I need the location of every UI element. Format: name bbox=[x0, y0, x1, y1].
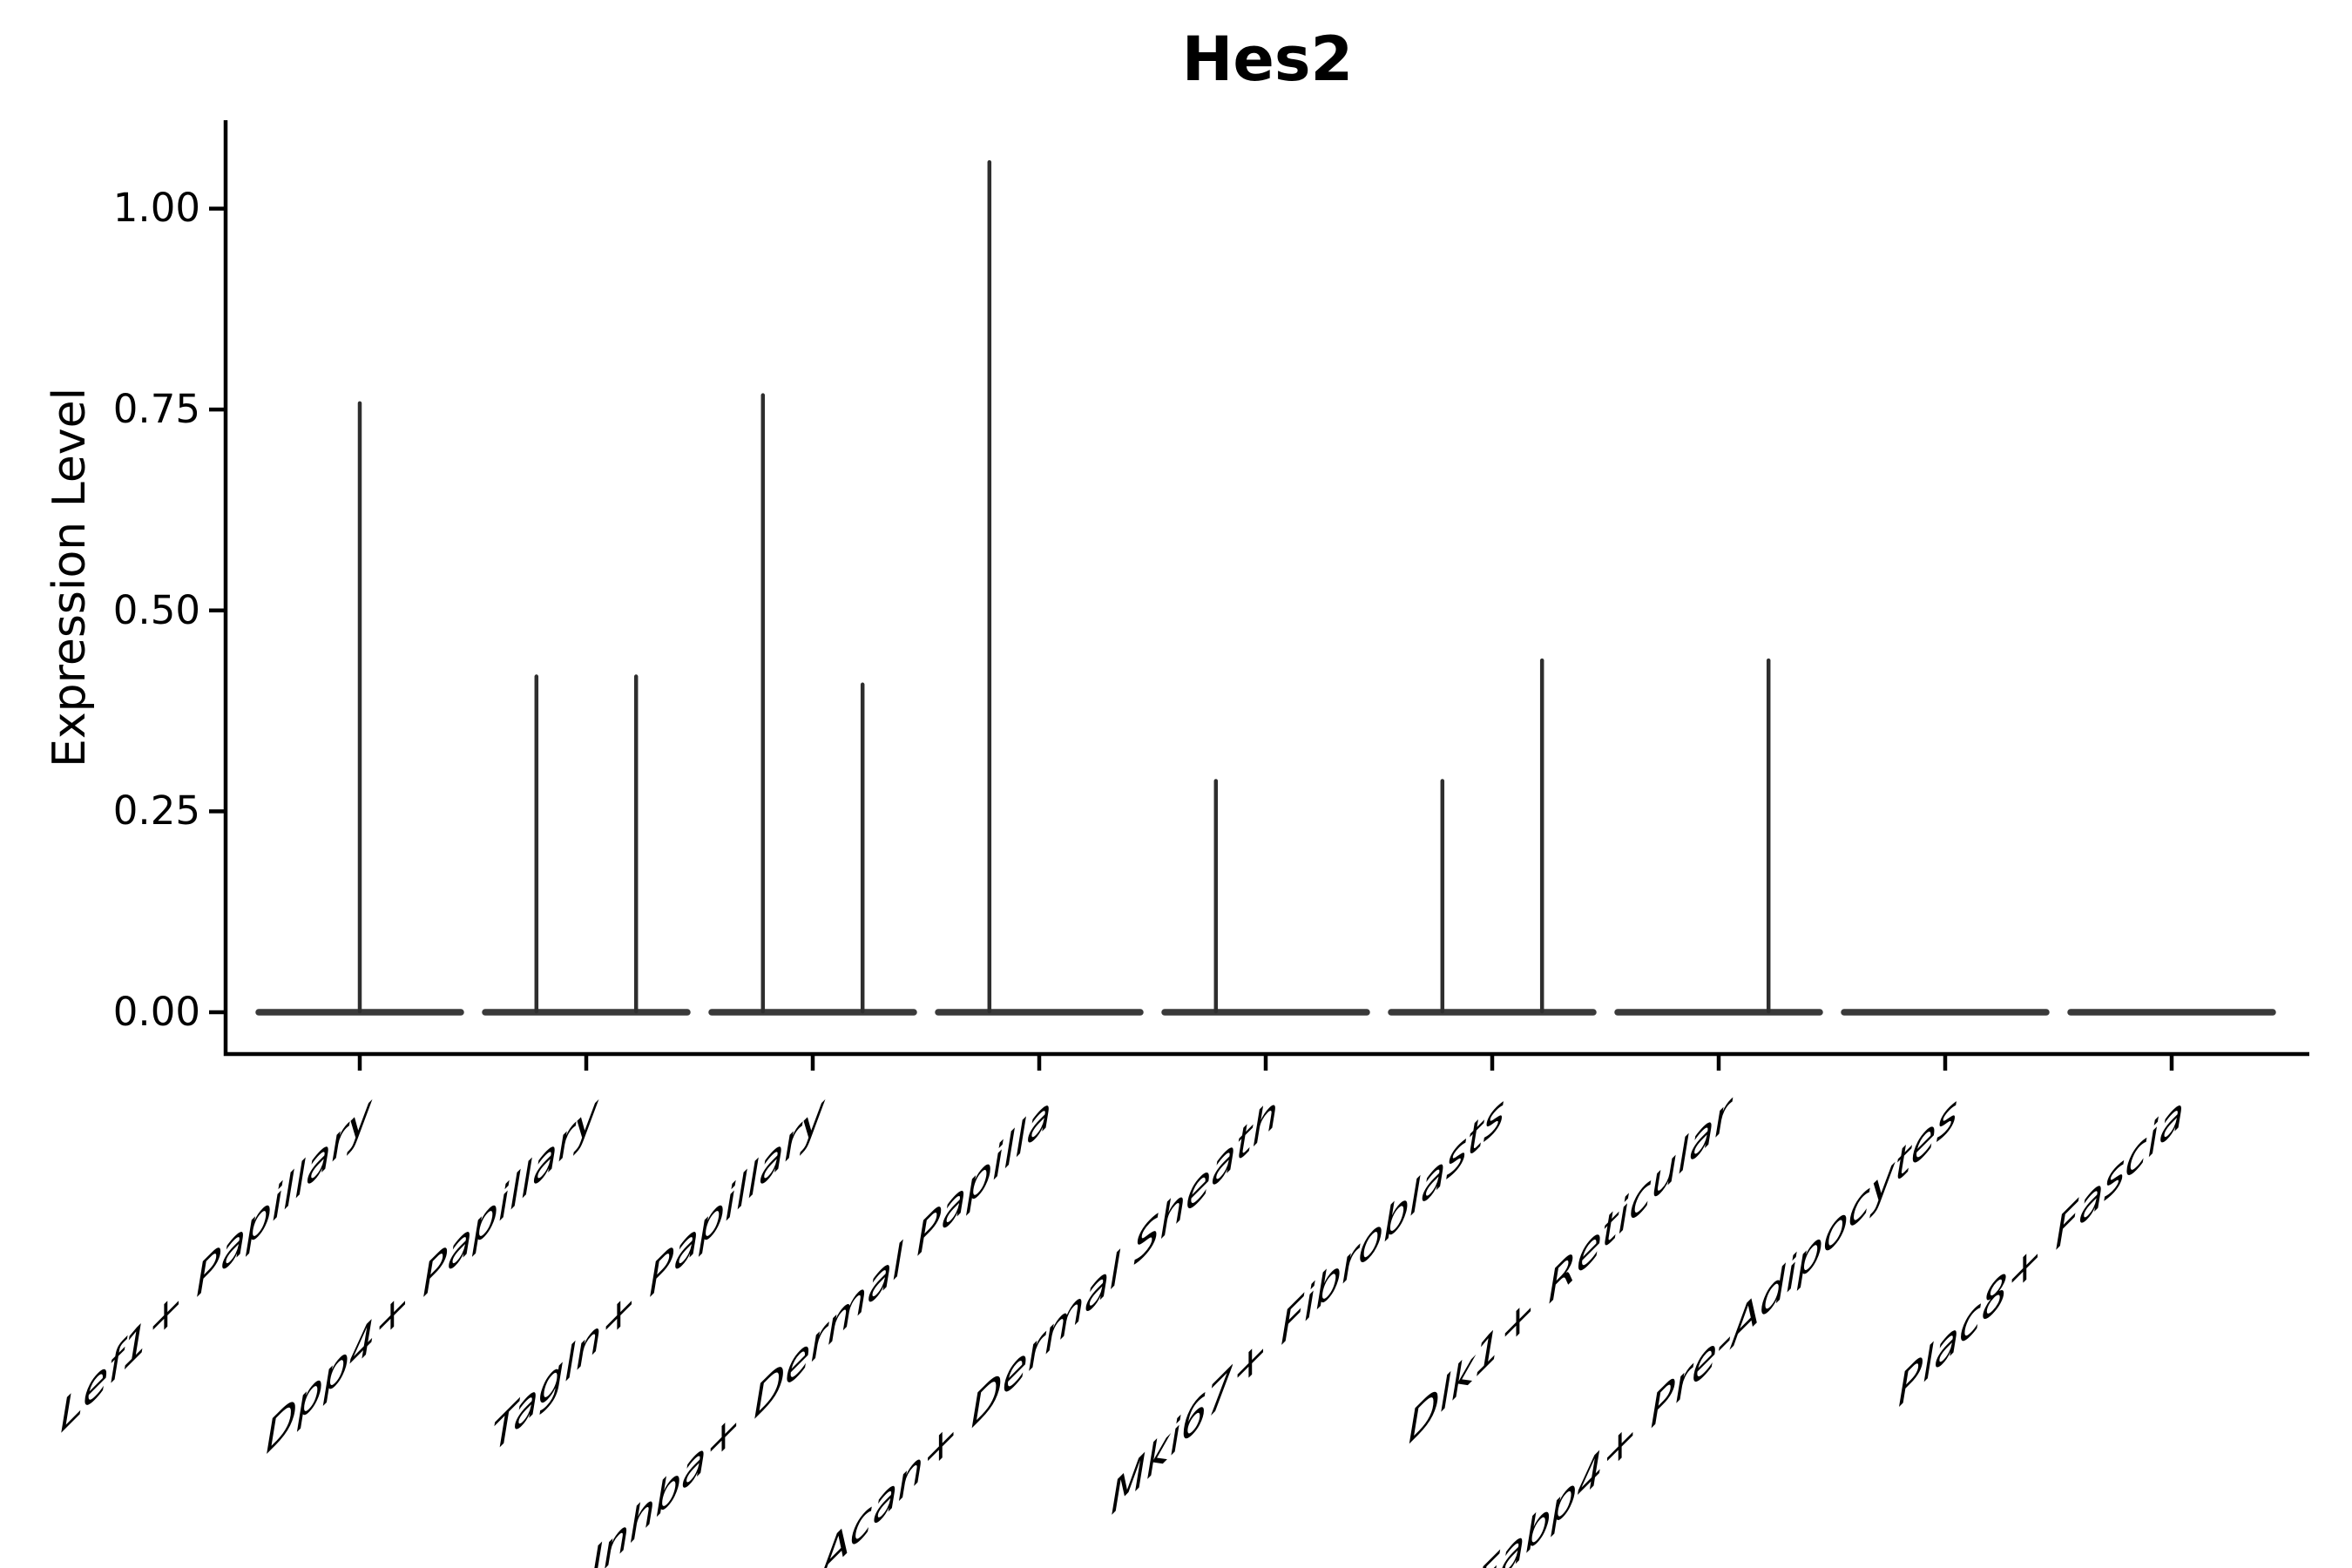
y-tick-label: 0.75 bbox=[112, 386, 200, 433]
y-tick-label: 0.50 bbox=[112, 586, 200, 633]
y-tick-label: 0.00 bbox=[112, 989, 200, 1036]
axis-spine bbox=[223, 120, 2309, 1057]
y-tick-label: 1.00 bbox=[112, 185, 200, 232]
plot-title: Hes2 bbox=[1181, 24, 1354, 95]
y-tick-label: 0.25 bbox=[112, 787, 200, 835]
